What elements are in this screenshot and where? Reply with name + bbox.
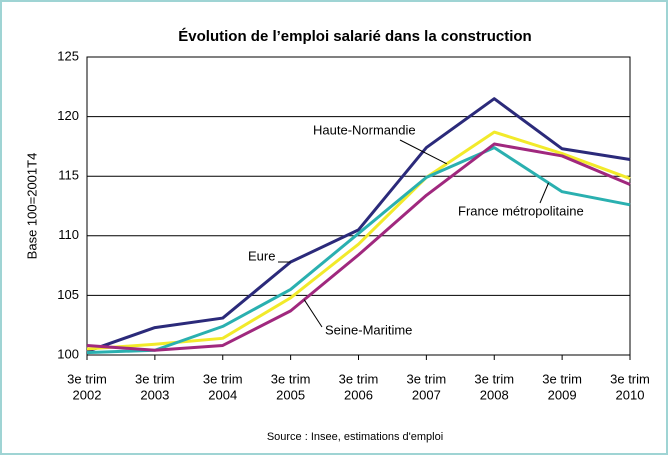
x-tick-label: 2007: [412, 387, 441, 402]
x-tick-label: 3e trim: [67, 371, 107, 386]
series-line: [86, 142, 631, 352]
x-tick-label: 3e trim: [407, 371, 447, 386]
x-tick-label: 3e trim: [610, 371, 650, 386]
y-tick-label: 115: [58, 168, 79, 183]
y-tick-label: 105: [57, 287, 79, 302]
series-line: [86, 146, 631, 355]
x-tick-label: 2002: [73, 387, 102, 402]
x-tick-label: 2010: [616, 387, 645, 402]
series-label: Haute-Normandie: [313, 122, 416, 137]
x-tick-label: 2003: [140, 387, 169, 402]
source: Source : Insee, estimations d'emploi: [267, 431, 443, 443]
x-tick-label: 3e trim: [474, 371, 514, 386]
series-label: Eure: [248, 248, 275, 263]
x-tick-label: 3e trim: [542, 371, 582, 386]
x-tick-label: 2004: [208, 387, 237, 402]
leader-line: [303, 299, 323, 328]
x-tick-label: 3e trim: [135, 371, 175, 386]
y-tick-label: 125: [57, 48, 79, 63]
series-label: France métropolitaine: [458, 203, 584, 218]
y-tick-label: 110: [58, 227, 79, 242]
x-tick-label: 2009: [548, 387, 577, 402]
series-label: Seine-Maritime: [325, 322, 412, 337]
y-axis-label: Base 100=2001T4: [24, 153, 39, 260]
series-line: [86, 97, 631, 353]
leader-line: [539, 182, 550, 204]
x-tick-label: 2008: [480, 387, 509, 402]
leader-line: [399, 139, 447, 165]
x-tick-label: 3e trim: [203, 371, 243, 386]
x-tick-label: 2005: [276, 387, 305, 402]
chart-title: Évolution de l’emploi salarié dans la co…: [178, 28, 531, 45]
y-tick-label: 120: [57, 108, 79, 123]
x-tick-label: 2006: [344, 387, 373, 402]
x-tick-label: 3e trim: [271, 371, 311, 386]
x-tick-label: 3e trim: [339, 371, 379, 386]
y-tick-label: 100: [57, 346, 79, 361]
